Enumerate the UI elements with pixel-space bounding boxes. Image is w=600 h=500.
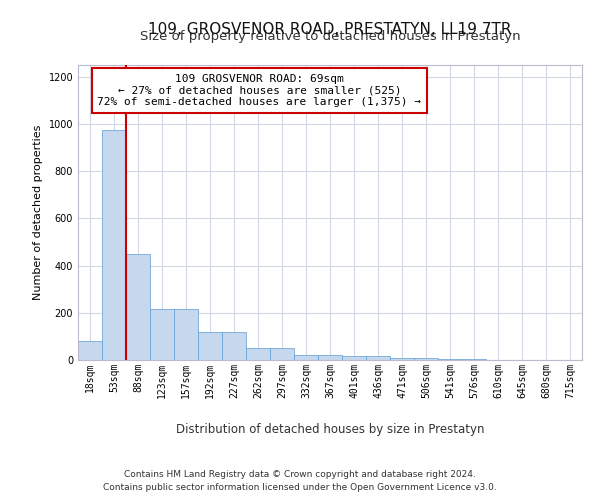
Text: Distribution of detached houses by size in Prestatyn: Distribution of detached houses by size … (176, 422, 484, 436)
Text: 109, GROSVENOR ROAD, PRESTATYN, LL19 7TR: 109, GROSVENOR ROAD, PRESTATYN, LL19 7TR (148, 22, 512, 38)
Bar (174, 310, 198, 360)
Y-axis label: Number of detached properties: Number of detached properties (33, 125, 43, 300)
Bar (342, 356, 366, 360)
Title: Size of property relative to detached houses in Prestatyn: Size of property relative to detached ho… (140, 30, 520, 43)
Bar (390, 358, 414, 360)
Bar (246, 348, 270, 360)
Bar (366, 356, 390, 360)
Bar (102, 130, 126, 360)
Text: 109 GROSVENOR ROAD: 69sqm
← 27% of detached houses are smaller (525)
72% of semi: 109 GROSVENOR ROAD: 69sqm ← 27% of detac… (97, 74, 421, 107)
Bar (462, 359, 486, 360)
Text: Contains public sector information licensed under the Open Government Licence v3: Contains public sector information licen… (103, 482, 497, 492)
Bar (414, 358, 438, 360)
Bar (150, 310, 174, 360)
Bar (294, 356, 318, 360)
Bar (126, 254, 150, 360)
Bar (78, 341, 102, 360)
Text: Contains HM Land Registry data © Crown copyright and database right 2024.: Contains HM Land Registry data © Crown c… (124, 470, 476, 479)
Bar (222, 332, 246, 360)
Bar (270, 348, 294, 360)
Bar (318, 356, 342, 360)
Bar (438, 359, 462, 360)
Bar (198, 332, 222, 360)
